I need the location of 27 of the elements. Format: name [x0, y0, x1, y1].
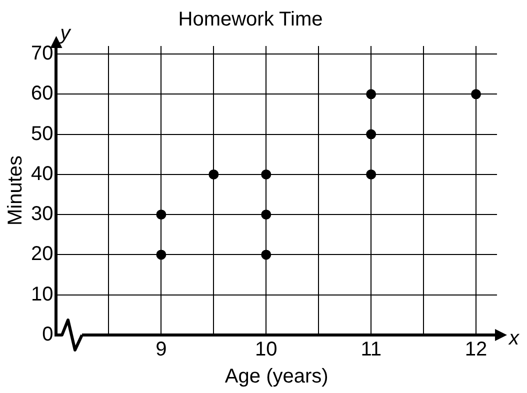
x-tick-label: 10: [255, 338, 278, 361]
y-tick-label: 60: [30, 82, 54, 105]
y-tick-label: 30: [30, 203, 54, 226]
point: [261, 169, 272, 180]
point: [366, 89, 376, 100]
point: [261, 210, 272, 220]
x-tick-label: 11: [360, 338, 382, 361]
x-axis-title: Age (years): [224, 366, 328, 388]
point: [156, 250, 166, 260]
y-tick-label: 10: [30, 283, 54, 306]
point: [261, 250, 272, 260]
point: [156, 210, 166, 220]
y-tick-label: 40: [30, 162, 54, 185]
point: [366, 129, 376, 140]
chart-title: Homework Time: [178, 8, 323, 31]
y-tick-label: 20: [30, 243, 54, 266]
y-tick-label: 70: [30, 42, 54, 65]
text: y: [58, 22, 72, 45]
y-tick-label: 0: [42, 324, 54, 346]
point: [208, 169, 219, 180]
text: x: [508, 328, 520, 350]
x-tick-label: 9: [156, 338, 167, 361]
y-axis-title: Minutes: [4, 155, 27, 226]
point: [471, 89, 482, 100]
x-tick-label: 12: [464, 338, 488, 361]
y-tick-label: 50: [30, 122, 54, 145]
point: [366, 169, 376, 180]
